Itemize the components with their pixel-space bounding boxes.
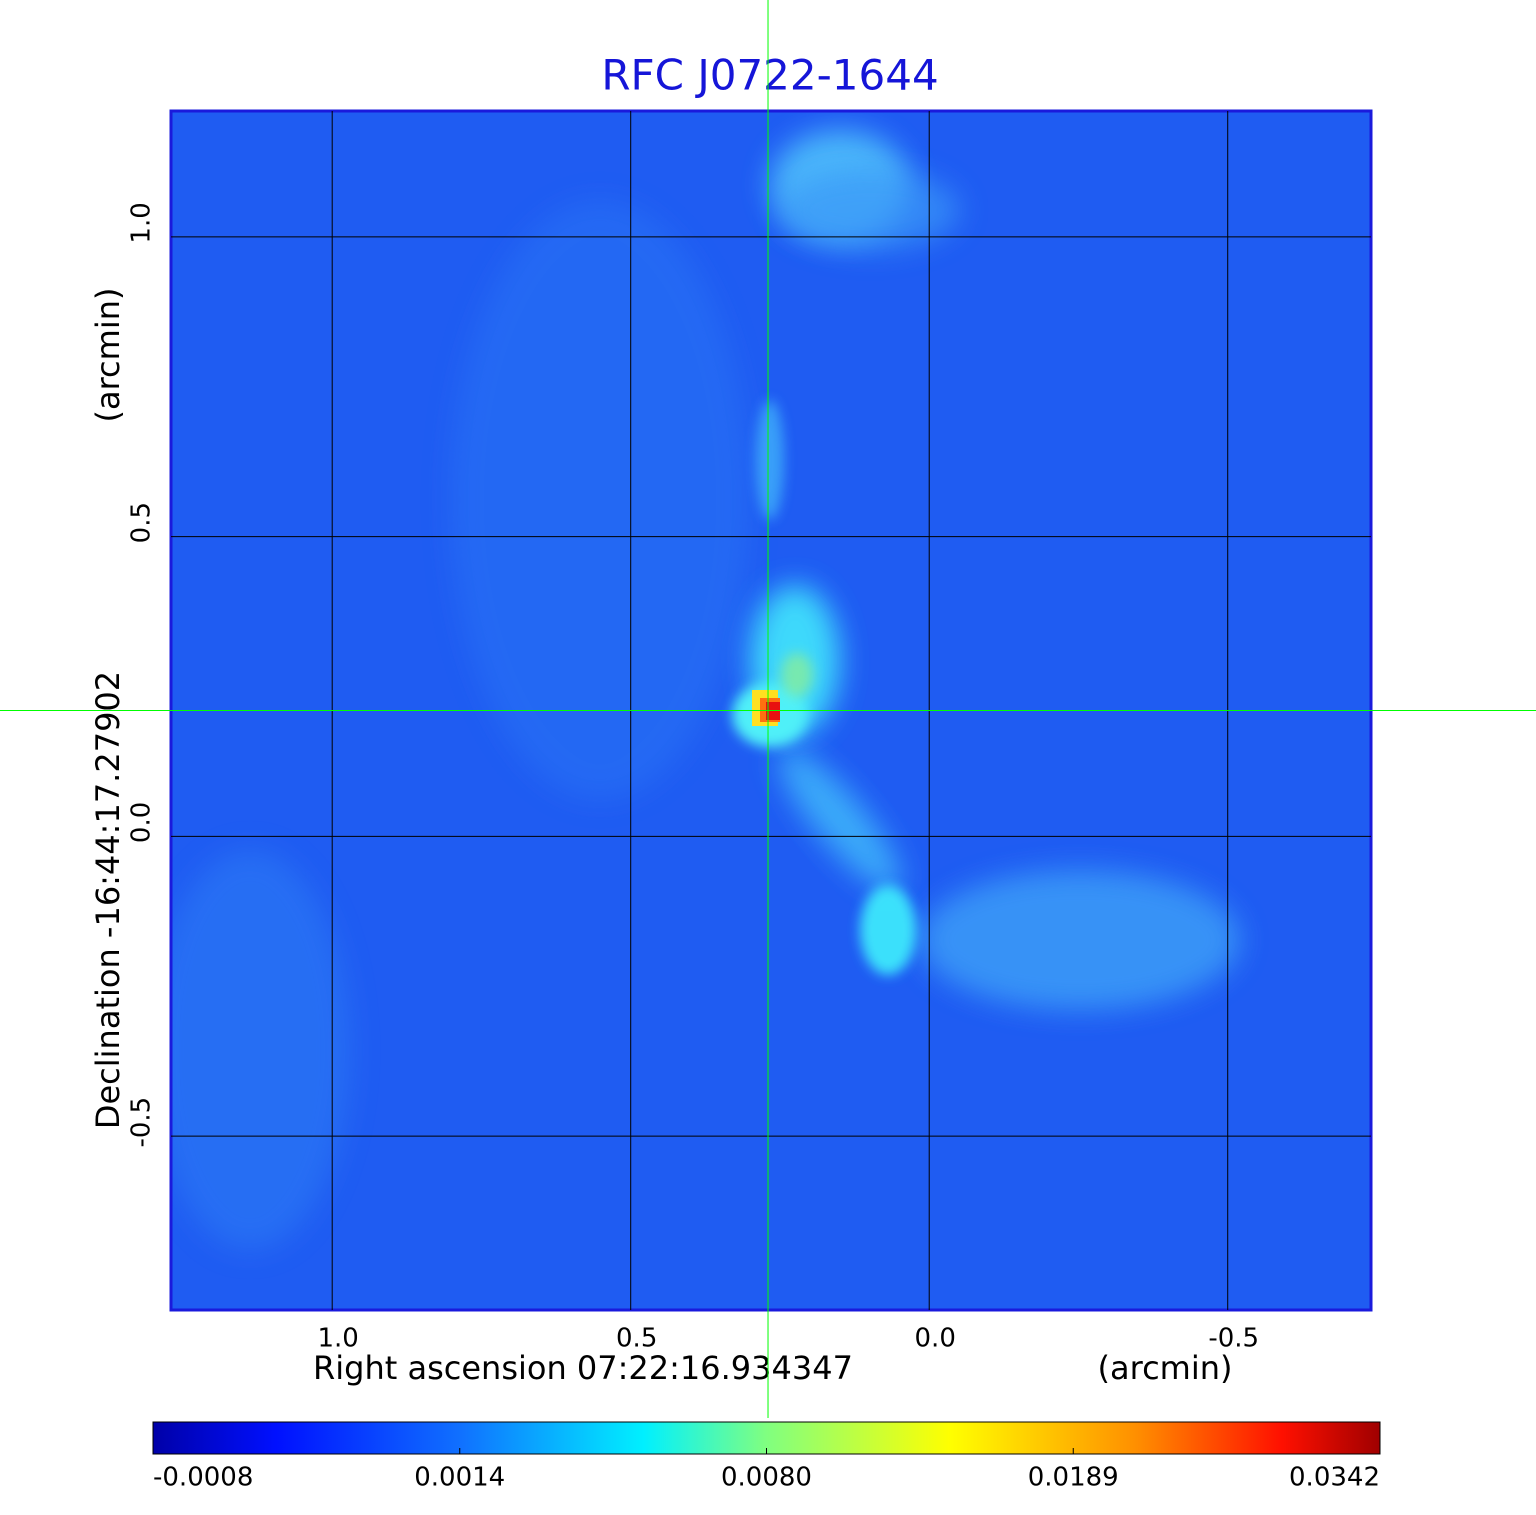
colorbar-tick-label: 0.0014 [414,1463,505,1493]
x-tick-label: 0.5 [616,1324,657,1354]
y-tick-label: -0.5 [127,1097,157,1148]
x-tick-label: 1.0 [318,1324,359,1354]
y-tick-label: 1.0 [127,202,157,243]
chart-title: RFC J0722-1644 [601,51,938,100]
colorbar-tick-label: 0.0189 [1028,1463,1119,1493]
x-tick-label: 0.0 [915,1324,956,1354]
colorbar-tick-label: -0.0008 [153,1463,253,1493]
y-tick-label: 0.5 [127,502,157,543]
x-axis-unit: (arcmin) [1098,1349,1233,1387]
x-tick-label: -0.5 [1208,1324,1259,1354]
colorbar-tick-label: 0.0080 [721,1463,812,1493]
y-axis-unit: (arcmin) [89,288,127,423]
x-axis-label: Right ascension 07:22:16.934347 [313,1349,853,1387]
y-axis-label: Declination -16:44:17.27902 [89,671,127,1129]
colorbar-tick-label: 0.0342 [1289,1463,1380,1493]
y-tick-label: 0.0 [127,802,157,843]
